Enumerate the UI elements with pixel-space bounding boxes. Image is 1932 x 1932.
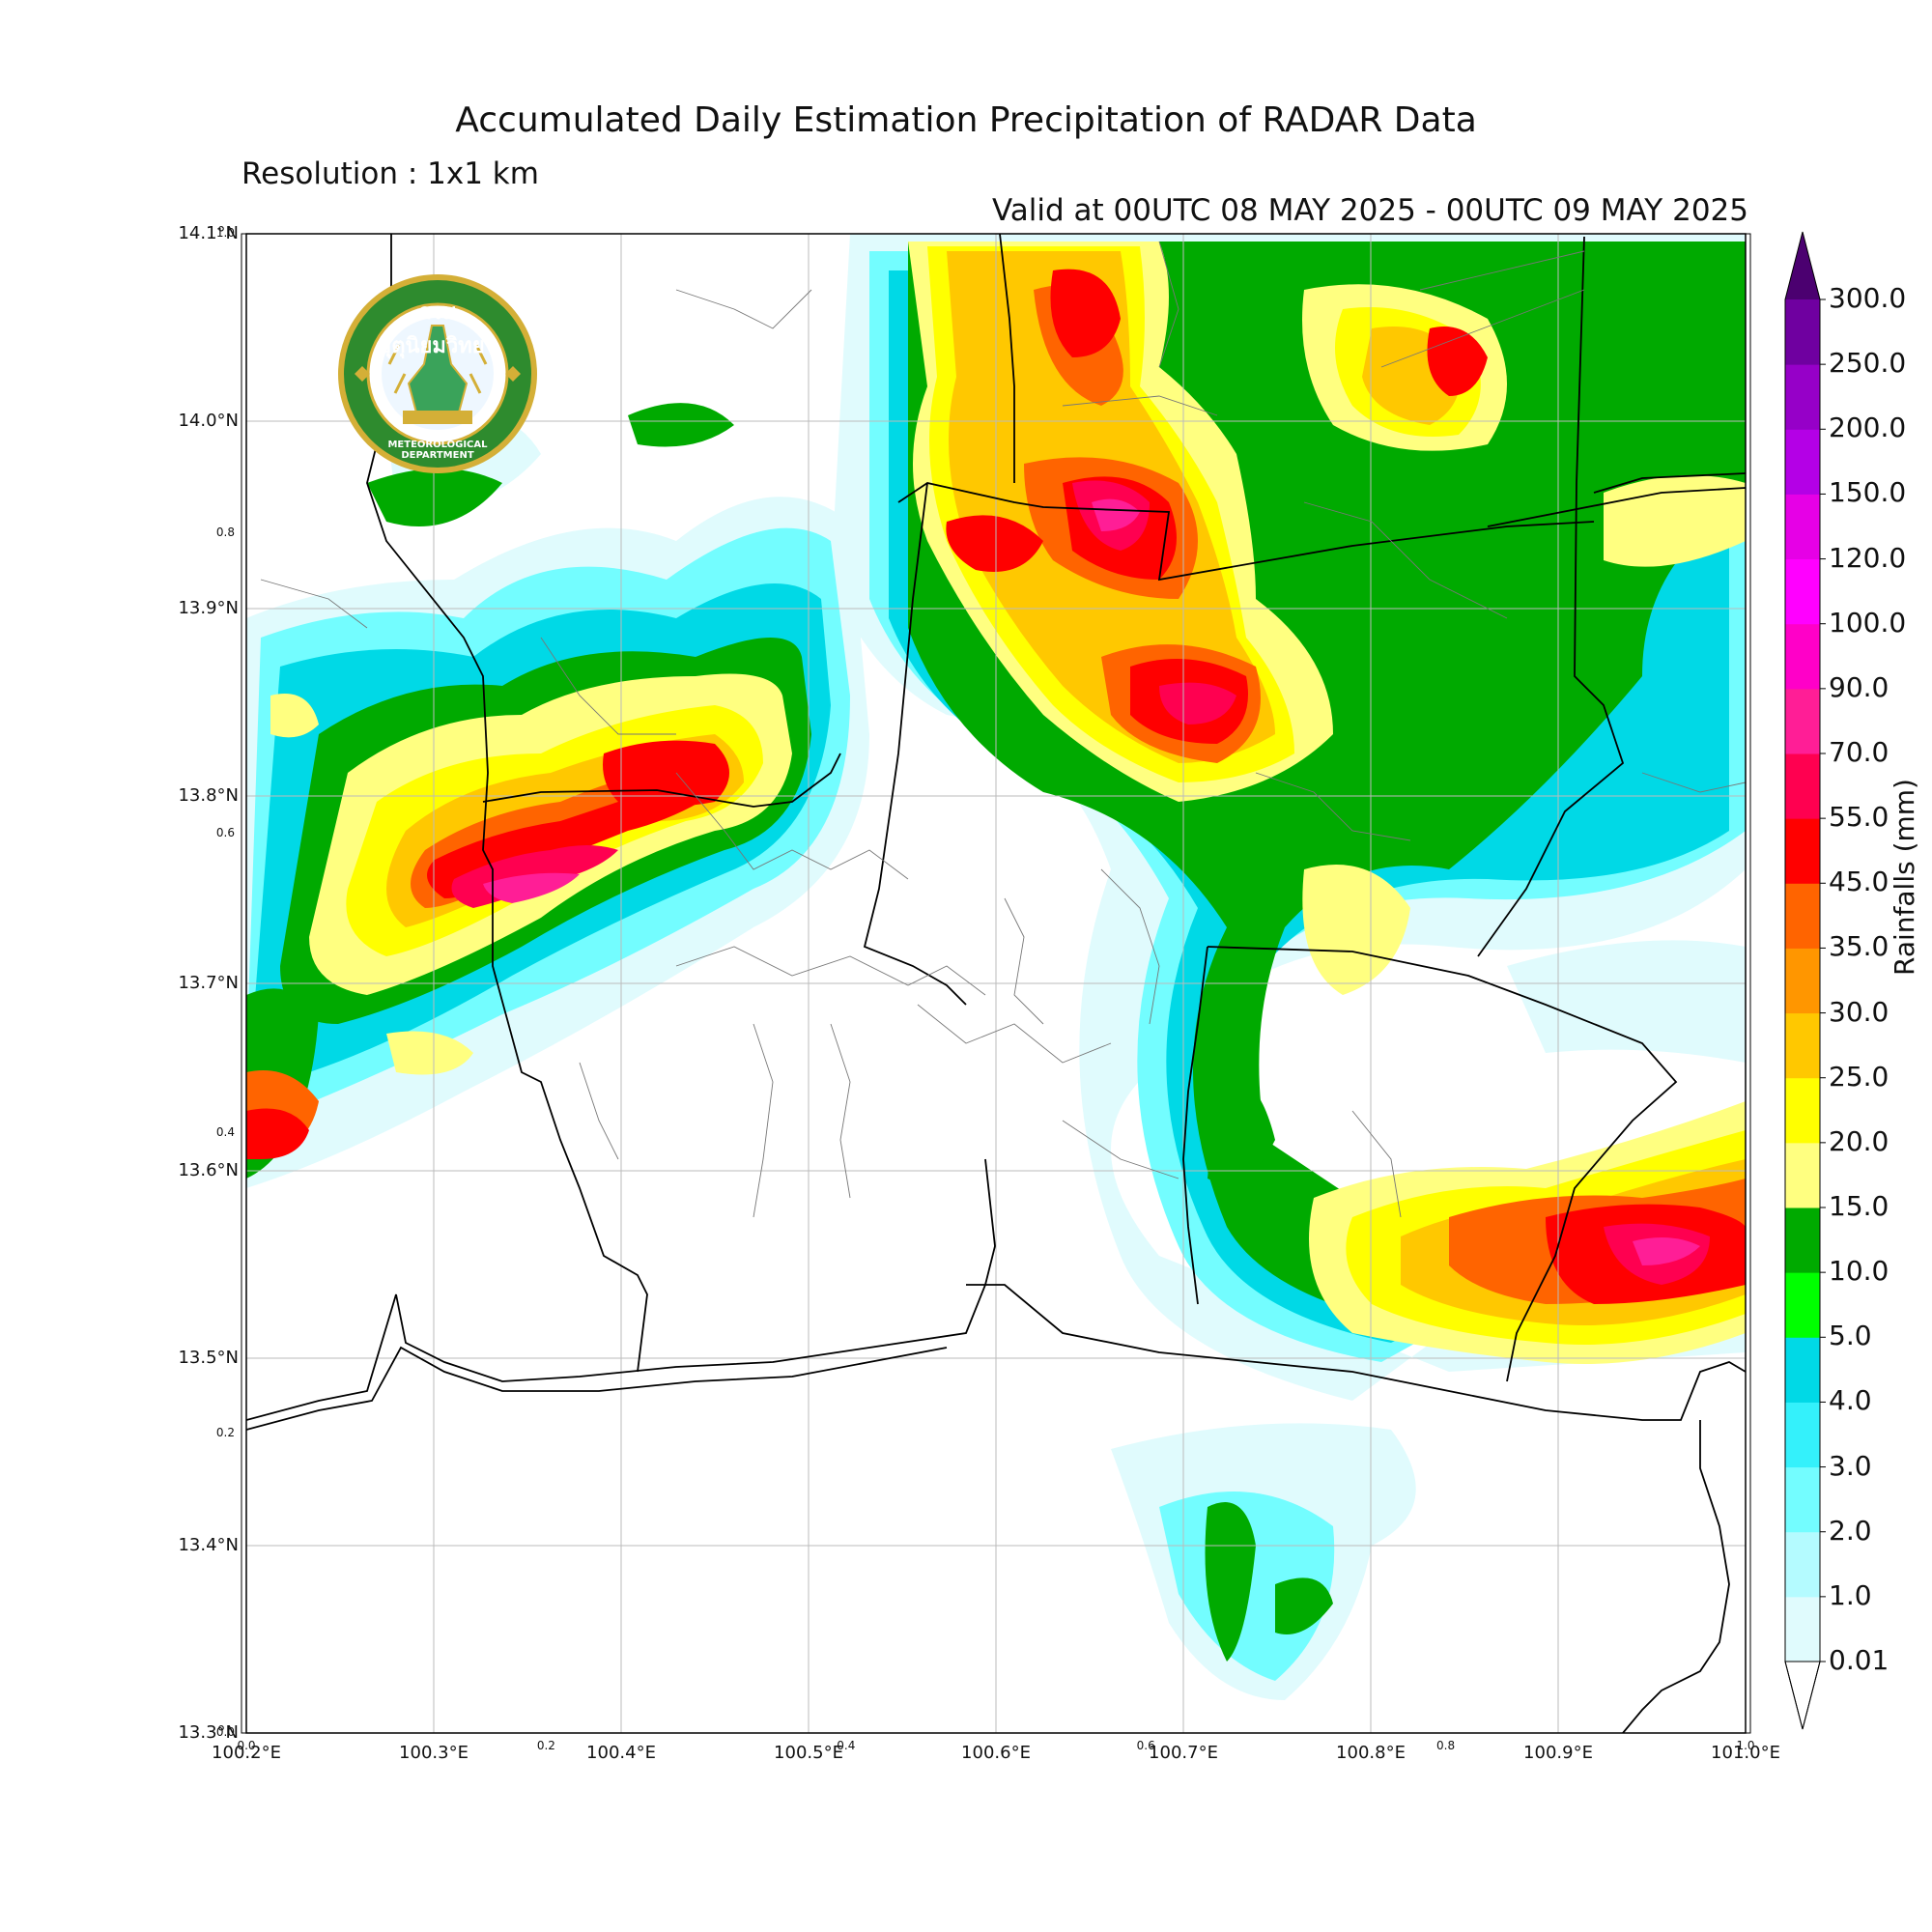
- lat-tick-label: 13.7°N: [178, 973, 239, 993]
- colorbar-level-label: 5.0: [1829, 1320, 1872, 1352]
- lon-tick-label: 100.3°E: [399, 1743, 469, 1763]
- inner-x-tick-label: 0.8: [1436, 1739, 1456, 1752]
- colorbar-level-label: 1.0: [1829, 1578, 1872, 1611]
- lat-tick-label: 13.8°N: [178, 785, 239, 806]
- inner-y-tick-label: 0.8: [215, 526, 235, 540]
- lat-tick-label: 13.3°N: [178, 1722, 239, 1743]
- colorbar-level-label: 0.01: [1829, 1644, 1889, 1676]
- colorbar-segment: [1785, 1142, 1820, 1208]
- inner-y-tick-label: 0.0: [215, 1725, 235, 1739]
- colorbar-segment: [1785, 1596, 1820, 1662]
- inner-y-tick-label: 0.2: [215, 1425, 235, 1439]
- lat-tick-label: 14.0°N: [178, 411, 239, 431]
- colorbar-segment: [1785, 1208, 1820, 1273]
- lat-tick-label: 13.9°N: [178, 598, 239, 618]
- colorbar-segment: [1785, 623, 1820, 690]
- colorbar-level-label: 90.0: [1829, 670, 1889, 703]
- colorbar-level-label: 45.0: [1829, 866, 1889, 898]
- colorbar-segment: [1785, 688, 1820, 754]
- inner-x-tick-label: 0.4: [837, 1739, 856, 1752]
- rain-70-90mm: [483, 498, 1700, 1265]
- lon-tick-label: 100.6°E: [961, 1743, 1031, 1763]
- colorbar-level-label: 300.0: [1829, 282, 1907, 314]
- colorbar-level-label: 250.0: [1829, 347, 1907, 380]
- colorbar-level-label: 55.0: [1829, 801, 1889, 834]
- colorbar-level-label: 70.0: [1829, 736, 1889, 768]
- colorbar-segment: [1785, 364, 1820, 430]
- colorbar-level-label: 35.0: [1829, 930, 1889, 963]
- district-boundaries: [260, 241, 1746, 1218]
- lon-tick-label: 101.0°E: [1711, 1743, 1780, 1763]
- colorbar-level-label: 10.0: [1829, 1255, 1889, 1288]
- colorbar-segment: [1785, 1337, 1820, 1403]
- colorbar-level-label: 100.0: [1829, 606, 1907, 639]
- colorbar-segment: [1785, 299, 1820, 365]
- colorbar-level-label: 25.0: [1829, 1060, 1889, 1093]
- colorbar-segment: [1785, 753, 1820, 819]
- colorbar-max-extension: [1785, 232, 1820, 299]
- colorbar-segment: [1785, 883, 1820, 949]
- colorbar-title: Rainfalls (mm): [1889, 779, 1920, 976]
- colorbar-level-label: 120.0: [1829, 541, 1907, 574]
- colorbar-segment: [1785, 494, 1820, 560]
- colorbar-segment: [1785, 1012, 1820, 1079]
- colorbar-segment: [1785, 558, 1820, 625]
- lat-tick-label: 14.1°N: [178, 223, 239, 243]
- colorbar-level-label: 2.0: [1829, 1514, 1872, 1547]
- colorbar-segment: [1785, 429, 1820, 495]
- colorbar-segment: [1785, 1402, 1820, 1468]
- inner-x-tick-label: 0.6: [1136, 1739, 1155, 1752]
- lon-tick-label: 100.2°E: [212, 1743, 281, 1763]
- lon-tick-label: 100.4°E: [586, 1743, 656, 1763]
- inner-x-tick-label: 1.0: [1736, 1739, 1755, 1752]
- inner-y-tick-label: 1.0: [215, 226, 235, 240]
- colorbar-segment: [1785, 1272, 1820, 1338]
- colorbar-level-label: 30.0: [1829, 995, 1889, 1028]
- valid-time-label: Valid at 00UTC 08 MAY 2025 - 00UTC 09 MA…: [991, 193, 1748, 228]
- colorbar-segment: [1785, 818, 1820, 884]
- colorbar-level-label: 15.0: [1829, 1190, 1889, 1222]
- colorbar-segment: [1785, 1531, 1820, 1598]
- logo-thai-text: กรมอุตุนิยมวิทยา: [378, 300, 497, 358]
- colorbar-level-label: 4.0: [1829, 1384, 1872, 1417]
- chart-title: Accumulated Daily Estimation Precipitati…: [455, 100, 1477, 140]
- lon-tick-label: 100.8°E: [1336, 1743, 1406, 1763]
- lat-tick-label: 13.5°N: [178, 1348, 239, 1368]
- inner-x-tick-label: 0.0: [237, 1739, 256, 1752]
- tmd-logo: [338, 274, 537, 473]
- colorbar-segment: [1785, 1466, 1820, 1533]
- colorbar-level-label: 150.0: [1829, 476, 1907, 509]
- resolution-label: Resolution : 1x1 km: [242, 156, 539, 191]
- colorbar-segment: [1785, 948, 1820, 1014]
- lon-tick-label: 100.5°E: [774, 1743, 843, 1763]
- colorbar-level-label: 200.0: [1829, 412, 1907, 444]
- outer-frame: [241, 233, 1751, 1734]
- lat-tick-label: 13.4°N: [178, 1535, 239, 1555]
- colorbar-level-label: 20.0: [1829, 1124, 1889, 1157]
- lon-tick-label: 100.9°E: [1523, 1743, 1593, 1763]
- logo-english-text: METEOROLOGICAL DEPARTMENT: [387, 440, 488, 461]
- inner-y-tick-label: 0.4: [215, 1125, 235, 1140]
- colorbar-segment: [1785, 1077, 1820, 1144]
- lon-tick-label: 100.7°E: [1149, 1743, 1218, 1763]
- lat-tick-label: 13.6°N: [178, 1160, 239, 1180]
- inner-x-tick-label: 0.2: [536, 1739, 555, 1752]
- inner-y-tick-label: 0.6: [215, 825, 235, 839]
- colorbar-level-label: 3.0: [1829, 1449, 1872, 1482]
- colorbar-min-extension: [1784, 1661, 1821, 1730]
- colorbar: [1784, 231, 1826, 1730]
